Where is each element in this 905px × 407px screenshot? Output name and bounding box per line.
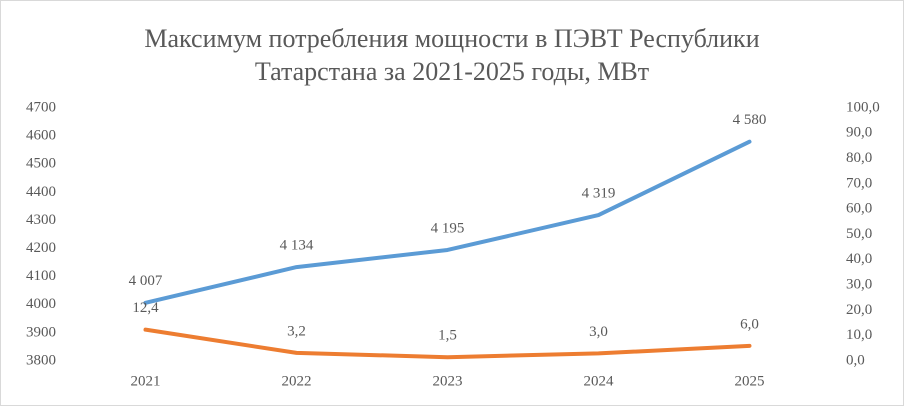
y2-tick-label: 10,0	[846, 327, 872, 343]
y2-tick-label: 30,0	[846, 277, 872, 293]
y2-tick-label: 0,0	[846, 352, 865, 368]
y2-tick-label: 90,0	[846, 125, 872, 141]
x-tick-label: 2021	[131, 373, 161, 389]
y-tick-label: 4300	[26, 212, 56, 228]
y-tick-label: 4400	[26, 184, 56, 200]
data-label: 6,0	[740, 316, 759, 332]
y-tick-label: 4200	[26, 240, 56, 256]
chart-title: Татарстана за 2021-2025 годы, МВт	[255, 57, 649, 86]
y2-tick-label: 60,0	[846, 201, 872, 217]
y2-tick-label: 20,0	[846, 302, 872, 318]
y2-tick-label: 50,0	[846, 226, 872, 242]
y-tick-label: 4500	[26, 156, 56, 172]
y-tick-label: 4100	[26, 268, 56, 284]
y-tick-label: 4700	[26, 99, 56, 115]
y-tick-label: 3900	[26, 324, 56, 340]
data-label: 4 319	[582, 186, 616, 202]
y-tick-label: 3800	[26, 352, 56, 368]
chart-title: Максимум потребления мощности в ПЭВТ Рес…	[144, 24, 759, 53]
data-label: 1,5	[438, 328, 457, 344]
data-label: 4 134	[280, 238, 314, 254]
x-tick-label: 2023	[433, 373, 463, 389]
data-label: 4 580	[733, 112, 767, 128]
data-label: 12,4	[132, 300, 159, 316]
series-line	[143, 139, 752, 305]
series-line	[143, 327, 752, 360]
x-tick-label: 2025	[735, 373, 765, 389]
y-tick-label: 4600	[26, 128, 56, 144]
data-label: 3,0	[589, 324, 608, 340]
data-label: 3,2	[287, 323, 306, 339]
y2-tick-label: 40,0	[846, 251, 872, 267]
y2-tick-label: 80,0	[846, 150, 872, 166]
x-tick-label: 2022	[282, 373, 312, 389]
data-label: 4 007	[129, 273, 163, 289]
y2-tick-label: 100,0	[846, 99, 880, 115]
y2-tick-label: 70,0	[846, 175, 872, 191]
y-tick-label: 4000	[26, 296, 56, 312]
data-label: 4 195	[431, 220, 465, 236]
x-tick-label: 2024	[584, 373, 615, 389]
